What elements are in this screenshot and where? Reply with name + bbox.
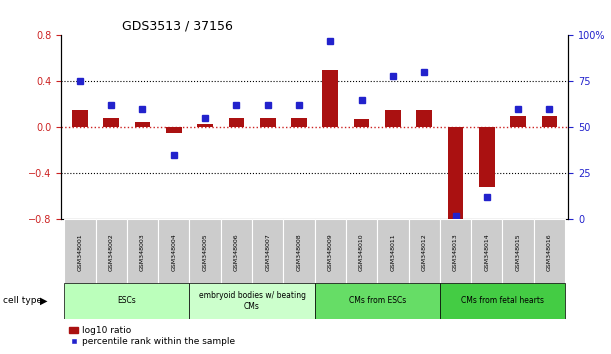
Bar: [409, 219, 440, 285]
Text: GSM348003: GSM348003: [140, 233, 145, 271]
Bar: [284, 219, 315, 285]
Bar: [315, 283, 440, 319]
Bar: [448, 127, 463, 219]
Bar: [229, 118, 244, 127]
Bar: [64, 283, 189, 319]
Text: GSM348006: GSM348006: [234, 233, 239, 271]
Bar: [346, 219, 377, 285]
Bar: [323, 70, 338, 127]
Bar: [103, 118, 119, 127]
Text: GSM348004: GSM348004: [171, 233, 177, 271]
Text: GSM348012: GSM348012: [422, 233, 426, 271]
Text: GSM348008: GSM348008: [296, 233, 301, 271]
Bar: [354, 119, 370, 127]
Bar: [260, 118, 276, 127]
Bar: [95, 219, 127, 285]
Bar: [252, 219, 284, 285]
Text: CMs from ESCs: CMs from ESCs: [349, 296, 406, 306]
Bar: [127, 219, 158, 285]
Bar: [64, 219, 95, 285]
Bar: [541, 116, 557, 127]
Bar: [189, 283, 315, 319]
Bar: [158, 219, 189, 285]
Bar: [377, 219, 409, 285]
Text: GSM348015: GSM348015: [516, 233, 521, 271]
Text: GDS3513 / 37156: GDS3513 / 37156: [122, 20, 233, 33]
Bar: [221, 219, 252, 285]
Text: GSM348007: GSM348007: [265, 233, 270, 271]
Text: GSM348016: GSM348016: [547, 233, 552, 271]
Bar: [291, 118, 307, 127]
Text: ESCs: ESCs: [117, 296, 136, 306]
Bar: [534, 219, 565, 285]
Text: embryoid bodies w/ beating
CMs: embryoid bodies w/ beating CMs: [199, 291, 306, 310]
Bar: [510, 116, 526, 127]
Bar: [134, 122, 150, 127]
Bar: [479, 127, 495, 187]
Bar: [72, 110, 88, 127]
Text: GSM348001: GSM348001: [78, 233, 82, 271]
Bar: [197, 124, 213, 127]
Bar: [189, 219, 221, 285]
Bar: [471, 219, 502, 285]
Text: GSM348009: GSM348009: [328, 233, 333, 271]
Bar: [440, 283, 565, 319]
Bar: [502, 219, 534, 285]
Bar: [440, 219, 471, 285]
Text: ▶: ▶: [40, 296, 48, 306]
Text: GSM348010: GSM348010: [359, 233, 364, 271]
Text: GSM348011: GSM348011: [390, 233, 395, 271]
Bar: [315, 219, 346, 285]
Text: cell type: cell type: [3, 296, 42, 306]
Text: GSM348014: GSM348014: [485, 233, 489, 271]
Legend: log10 ratio, percentile rank within the sample: log10 ratio, percentile rank within the …: [65, 322, 239, 349]
Bar: [417, 110, 432, 127]
Bar: [385, 110, 401, 127]
Text: CMs from fetal hearts: CMs from fetal hearts: [461, 296, 544, 306]
Bar: [166, 127, 181, 133]
Text: GSM348005: GSM348005: [203, 233, 208, 271]
Text: GSM348013: GSM348013: [453, 233, 458, 271]
Text: GSM348002: GSM348002: [109, 233, 114, 271]
